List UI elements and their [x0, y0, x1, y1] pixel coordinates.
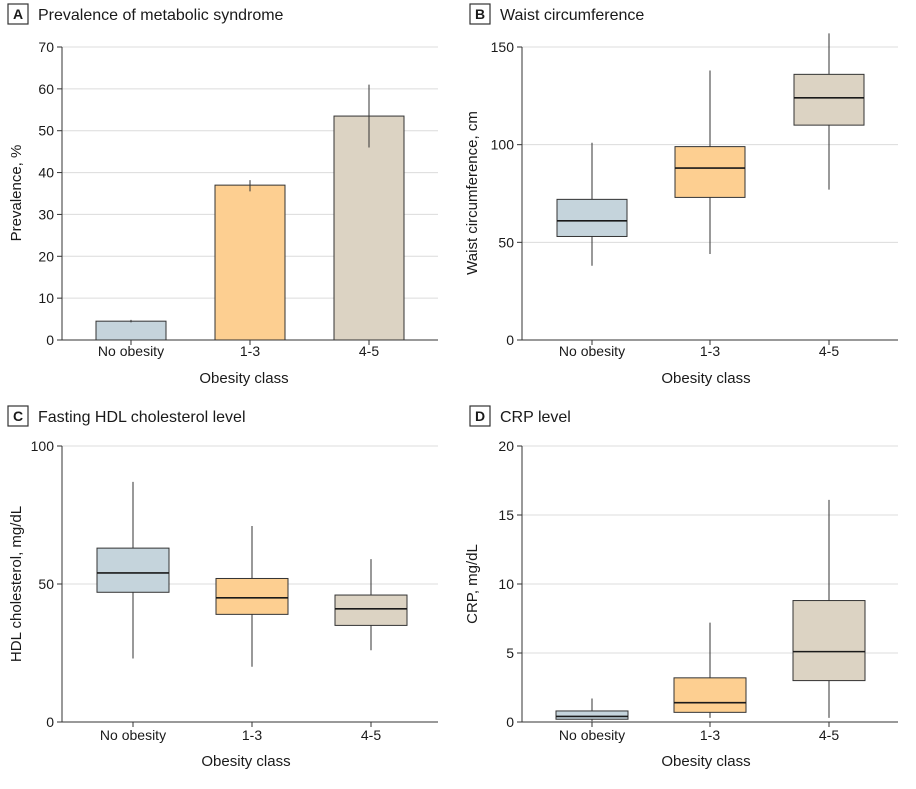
- panel-letter: C: [13, 408, 23, 424]
- y-tick-label: 50: [38, 123, 54, 139]
- x-axis-label: Obesity class: [201, 753, 290, 770]
- interquartile-box: [555, 710, 629, 720]
- y-tick-labels: 0 50 100 150: [491, 39, 522, 348]
- panel-b-waist-chart: B Waist circumference 0 50 100 150 No obesi…: [464, 3, 898, 387]
- panel-d-header: D CRP level: [469, 405, 571, 427]
- x-axis-label: Obesity class: [199, 370, 288, 387]
- bars: [95, 84, 405, 341]
- y-tick-label: 70: [38, 39, 54, 55]
- panel-title: Waist circumference: [500, 7, 644, 24]
- box-plot-4-5: [334, 559, 408, 651]
- y-axis-label: HDL cholesterol, mg/dL: [8, 506, 25, 662]
- y-tick-label: 0: [506, 332, 514, 348]
- panel-a-header: A Prevalence of metabolic syndrome: [7, 3, 284, 25]
- x-axis-label: Obesity class: [661, 370, 750, 387]
- y-tick-label: 10: [38, 290, 54, 306]
- panel-b-header: B Waist circumference: [469, 3, 644, 25]
- box-plot-1-3: [674, 70, 746, 255]
- x-tick-labels: No obesity 1-3 4-5: [98, 340, 379, 359]
- y-tick-labels: 0 50 100: [31, 438, 62, 730]
- panel-letter-box: [7, 405, 29, 427]
- interquartile-box: [793, 73, 865, 126]
- interquartile-box: [215, 577, 289, 615]
- panel-letter-box: [7, 3, 29, 25]
- y-tick-label: 5: [506, 645, 514, 661]
- y-tick-labels: 0 5 10 15 20: [498, 438, 522, 730]
- y-tick-label: 10: [498, 576, 514, 592]
- panel-letter-box: [469, 3, 491, 25]
- bar-1-3: [214, 184, 286, 341]
- interquartile-box: [334, 594, 408, 626]
- x-tick-labels: No obesity 1-3 4-5: [559, 722, 839, 743]
- interquartile-box: [792, 600, 866, 682]
- interquartile-box: [96, 547, 170, 593]
- x-tick-label: No obesity: [559, 727, 625, 743]
- x-tick-label: No obesity: [98, 343, 164, 359]
- box-plot-no-obesity: [556, 142, 628, 266]
- y-tick-label: 50: [498, 234, 514, 250]
- y-axis-label: Waist circumference, cm: [464, 111, 481, 275]
- x-tick-label: 1-3: [700, 343, 720, 359]
- panel-d-crp-chart: D CRP level 0 5 10 15 20 No obesity 1-3 4-5 Ob…: [464, 405, 898, 770]
- y-tick-labels: 0 10 20 30 40 50 60 70: [38, 39, 62, 348]
- box-plot-1-3: [673, 622, 747, 718]
- y-axis-label: CRP, mg/dL: [464, 544, 481, 624]
- x-tick-label: 1-3: [242, 727, 262, 743]
- box-plot-4-5: [793, 33, 865, 190]
- y-tick-label: 100: [491, 137, 515, 153]
- panel-letter: A: [13, 6, 23, 22]
- y-tick-label: 0: [506, 714, 514, 730]
- x-tick-label: 4-5: [819, 727, 839, 743]
- x-axis-label: Obesity class: [661, 753, 750, 770]
- y-tick-label: 0: [46, 714, 54, 730]
- x-tick-label: 4-5: [819, 343, 839, 359]
- y-tick-label: 20: [498, 438, 514, 454]
- bar-no-obesity: [95, 320, 167, 341]
- y-axis-label: Prevalence, %: [8, 145, 25, 242]
- y-tick-label: 15: [498, 507, 514, 523]
- box-plots: [556, 33, 865, 266]
- y-tick-label: 40: [38, 165, 54, 181]
- box-plot-4-5: [792, 499, 866, 718]
- box-plot-1-3: [215, 526, 289, 667]
- interquartile-box: [673, 677, 747, 713]
- x-tick-label: No obesity: [100, 727, 166, 743]
- panel-a-prevalence-chart: A Prevalence of metabolic syndrome 0 10 20…: [7, 3, 438, 387]
- panel-title: Prevalence of metabolic syndrome: [38, 7, 284, 24]
- panel-letter: D: [475, 408, 485, 424]
- x-tick-label: 1-3: [700, 727, 720, 743]
- x-tick-label: 4-5: [361, 727, 381, 743]
- y-tick-label: 50: [38, 576, 54, 592]
- y-tick-label: 60: [38, 81, 54, 97]
- box-plots: [96, 481, 408, 667]
- box-plot-no-obesity: [555, 698, 629, 722]
- box-plot-no-obesity: [96, 481, 170, 659]
- x-tick-labels: No obesity 1-3 4-5: [559, 340, 839, 359]
- panel-letter-box: [469, 405, 491, 427]
- panel-title: CRP level: [500, 409, 571, 426]
- y-tick-label: 20: [38, 248, 54, 264]
- interquartile-box: [674, 146, 746, 198]
- y-tick-label: 150: [491, 39, 515, 55]
- panel-title: Fasting HDL cholesterol level: [38, 409, 246, 426]
- x-tick-label: No obesity: [559, 343, 625, 359]
- y-tick-label: 30: [38, 206, 54, 222]
- x-tick-label: 4-5: [359, 343, 379, 359]
- box-plots: [555, 499, 866, 722]
- x-tick-labels: No obesity 1-3 4-5: [100, 722, 381, 743]
- panel-c-header: C Fasting HDL cholesterol level: [7, 405, 246, 427]
- bar-4-5: [333, 115, 405, 341]
- y-tick-label: 0: [46, 332, 54, 348]
- panel-c-hdl-chart: C Fasting HDL cholesterol level 0 50 100 N…: [7, 405, 438, 770]
- interquartile-box: [556, 198, 628, 237]
- x-tick-label: 1-3: [240, 343, 260, 359]
- y-tick-label: 100: [31, 438, 55, 454]
- panel-letter: B: [475, 6, 485, 22]
